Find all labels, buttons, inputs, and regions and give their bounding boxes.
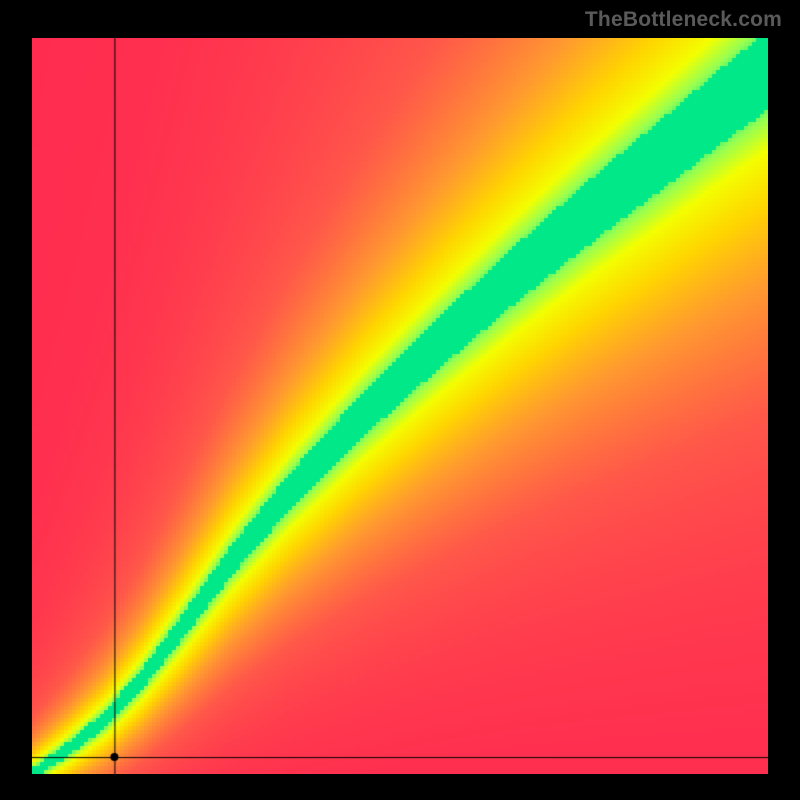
watermark-text: TheBottleneck.com xyxy=(585,8,782,32)
heatmap-canvas xyxy=(32,38,768,774)
heatmap-plot xyxy=(32,38,768,774)
